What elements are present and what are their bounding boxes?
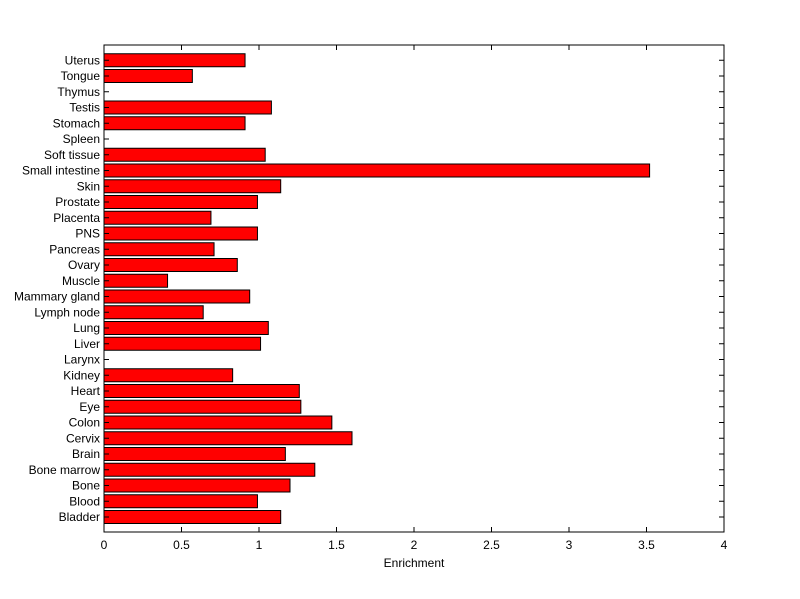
y-tick-label: Skin — [77, 179, 100, 193]
x-tick-label: 2 — [411, 538, 418, 552]
y-tick-label: Spleen — [63, 132, 100, 146]
y-tick-label: Bladder — [59, 510, 100, 524]
bar-liver — [103, 336, 262, 351]
bar-kidney — [103, 368, 234, 383]
y-tick-label: Larynx — [64, 353, 100, 367]
y-tick-label: Lung — [73, 321, 100, 335]
y-tick-label: Pancreas — [49, 242, 100, 256]
bar-muscle — [103, 273, 169, 288]
bar-pns — [103, 226, 258, 241]
x-tick-label: 1 — [256, 538, 263, 552]
x-tick-label: 3.5 — [638, 538, 655, 552]
bar-stomach — [103, 116, 246, 131]
bar-small-intestine — [103, 163, 651, 178]
bar-soft-tissue — [103, 147, 266, 162]
y-tick-label: Heart — [71, 384, 101, 398]
bar-colon — [103, 415, 333, 430]
x-tick-label: 3 — [566, 538, 573, 552]
x-tick-label: 1.5 — [328, 538, 345, 552]
y-tick-label: Eye — [79, 400, 100, 414]
x-axis-title: Enrichment — [384, 556, 445, 570]
bar-heart — [103, 384, 300, 398]
y-tick-label: Blood — [69, 494, 100, 508]
x-tick-label: 0 — [101, 538, 108, 552]
bar-testis — [103, 100, 272, 115]
x-ticks-group: 0 0.5 1 1.5 2 2.5 3 3.5 4 — [101, 45, 728, 552]
bar-brain — [103, 447, 286, 461]
x-tick-label: 0.5 — [173, 538, 190, 552]
y-tick-label: Prostate — [55, 195, 100, 209]
bar-blood — [103, 494, 258, 509]
y-tick-label: Bone marrow — [29, 463, 101, 477]
y-tick-label: PNS — [75, 227, 100, 241]
bar-bone — [103, 478, 291, 493]
bar-cervix — [103, 431, 353, 446]
y-tick-label: Testis — [69, 101, 100, 115]
bar-skin — [103, 179, 282, 194]
y-tick-label: Thymus — [57, 85, 100, 99]
bar-uterus — [103, 53, 246, 68]
x-tick-label: 4 — [721, 538, 728, 552]
plot-frame — [103, 44, 725, 533]
y-tick-label: Muscle — [62, 274, 100, 288]
bar-bone-marrow — [103, 462, 316, 477]
y-tick-label: Bone — [72, 479, 100, 493]
y-tick-label: Brain — [72, 447, 100, 461]
bar-lymph-node — [103, 305, 204, 320]
y-tick-label: Liver — [74, 337, 100, 351]
bar-bladder — [103, 510, 282, 524]
y-tick-label: Lymph node — [34, 305, 100, 319]
y-tick-label: Uterus — [65, 53, 100, 67]
y-tick-label: Small intestine — [22, 164, 100, 178]
y-tick-label: Kidney — [63, 368, 100, 382]
bar-prostate — [103, 195, 258, 209]
y-tick-label: Stomach — [53, 116, 100, 130]
y-tick-label: Colon — [69, 416, 100, 430]
bar-tongue — [103, 69, 193, 83]
bar-ovary — [103, 258, 238, 272]
y-tick-label: Placenta — [53, 211, 100, 225]
y-tick-label: Cervix — [66, 431, 100, 445]
y-tick-label: Tongue — [61, 69, 101, 83]
x-tick-label: 2.5 — [483, 538, 500, 552]
bar-mammary-gland — [103, 289, 251, 304]
bar-placenta — [103, 210, 212, 225]
y-tick-label: Soft tissue — [44, 148, 100, 162]
bar-pancreas — [103, 242, 215, 257]
bar-eye — [103, 399, 302, 414]
y-tick-label: Ovary — [68, 258, 100, 272]
bar-lung — [103, 321, 269, 335]
y-tick-label: Mammary gland — [14, 290, 100, 304]
